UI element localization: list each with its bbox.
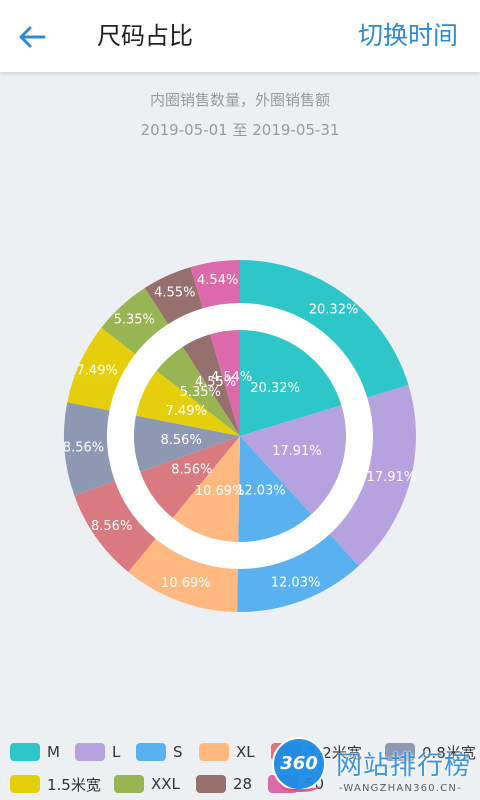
- outer-slice-label: 12.03%: [271, 575, 321, 590]
- legend-item[interactable]: XXL: [114, 774, 180, 794]
- legend-label: 50: [305, 775, 325, 793]
- watermark-url: -WANGZHAN360.CN-: [339, 783, 462, 794]
- app-header: 尺码占比 切换时间: [0, 0, 480, 72]
- arrow-left-icon: [19, 26, 46, 48]
- inner-slice-label: 8.56%: [161, 433, 202, 448]
- outer-ring-slice: [144, 267, 203, 325]
- inner-pie-slice: [240, 330, 342, 436]
- legend-item[interactable]: XL: [199, 742, 255, 762]
- inner-pie-slice: [135, 370, 240, 436]
- legend-swatch: [136, 743, 166, 761]
- page-title: 尺码占比: [97, 22, 193, 50]
- outer-slice-label: 8.56%: [63, 440, 104, 455]
- legend-item[interactable]: 1.5米宽: [10, 774, 101, 794]
- outer-ring-slice: [74, 480, 156, 572]
- legend-label: 0.8米宽: [422, 743, 476, 762]
- inner-slice-label: 12.03%: [236, 484, 286, 499]
- inner-slice-label: 17.91%: [272, 444, 322, 459]
- legend-swatch: [271, 743, 301, 761]
- outer-slice-label: 7.49%: [77, 363, 118, 378]
- legend-swatch: [75, 743, 105, 761]
- legend-label: 28: [233, 775, 253, 793]
- legend-swatch: [268, 775, 298, 793]
- chart-area: 20.32% 17.91% 12.03% 10.69% 8.56% 8.56% 7.49% 5…: [0, 248, 480, 628]
- inner-slice-label: 4.54%: [211, 370, 252, 385]
- outer-slice-label: 8.56%: [91, 519, 132, 534]
- legend-label: L: [112, 743, 121, 761]
- inner-slice-label: 8.56%: [171, 462, 212, 477]
- legend-label: 1.2米宽: [308, 743, 362, 762]
- inner-pie-slice: [140, 436, 240, 518]
- legend-swatch: [196, 775, 226, 793]
- legend-item[interactable]: 0.8米宽: [385, 742, 476, 762]
- inner-pie-slice: [172, 436, 240, 542]
- outer-slice-label: 4.54%: [197, 273, 238, 288]
- inner-pie-slice: [210, 330, 240, 436]
- inner-pie-slice: [182, 334, 240, 436]
- legend-label: S: [173, 743, 183, 761]
- switch-time-button[interactable]: 切换时间: [357, 21, 458, 50]
- outer-ring-slice: [329, 384, 416, 567]
- outer-slice-label: 20.32%: [309, 302, 359, 317]
- inner-slice-label: 5.35%: [180, 385, 221, 400]
- outer-ring-slice: [64, 402, 115, 496]
- legend-label: M: [47, 743, 60, 761]
- outer-ring-slice: [237, 534, 359, 612]
- rings-note: 内圈销售数量，外圈销售额: [149, 91, 330, 109]
- outer-ring-slice: [101, 287, 169, 355]
- legend-swatch: [114, 775, 144, 793]
- legend-label: XXL: [151, 775, 180, 793]
- donut-chart: 20.32%17.91%12.03%10.69%8.56%8.56%7.49%5…: [63, 260, 417, 612]
- legend-swatch: [10, 743, 40, 761]
- inner-slice-label: 10.69%: [195, 484, 245, 499]
- legend-swatch: [10, 775, 40, 793]
- legend-item[interactable]: M: [10, 742, 60, 762]
- legend-item[interactable]: S: [136, 742, 183, 762]
- legend-swatch: [385, 743, 415, 761]
- inner-slice-label: 7.49%: [166, 404, 207, 419]
- inner-pie-slice: [238, 436, 312, 542]
- legend-item[interactable]: 1.2米宽: [271, 742, 362, 762]
- inner-slice-label: 20.32%: [250, 381, 300, 396]
- inner-pie-slice: [134, 415, 240, 472]
- inner-pie-slice: [240, 405, 346, 515]
- back-button[interactable]: [14, 19, 50, 55]
- outer-ring-slice: [128, 538, 238, 612]
- outer-ring-slice: [190, 260, 240, 309]
- legend-swatch: [199, 743, 229, 761]
- outer-slice-label: 10.69%: [161, 576, 211, 591]
- outer-slice-label: 4.55%: [154, 286, 195, 301]
- legend-label: 1.5米宽: [47, 775, 101, 794]
- outer-ring-slice: [240, 260, 409, 398]
- legend-item[interactable]: L: [75, 742, 120, 762]
- date-range: 2019-05-01 至 2019-05-31: [140, 121, 340, 139]
- inner-slice-label: 4.55%: [195, 375, 236, 390]
- legend-label: XL: [236, 743, 255, 761]
- outer-slice-label: 17.91%: [367, 470, 417, 485]
- outer-slice-label: 5.35%: [114, 312, 155, 327]
- outer-ring-slice: [67, 327, 136, 411]
- legend-item[interactable]: 28: [196, 774, 252, 794]
- inner-pie-slice: [156, 346, 240, 436]
- legend-item[interactable]: 50: [268, 774, 324, 794]
